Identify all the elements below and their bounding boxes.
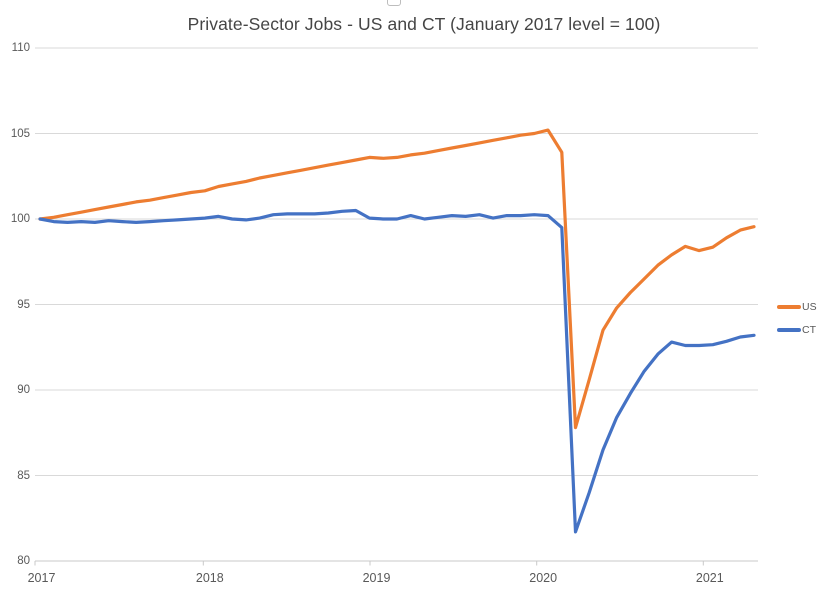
legend-label-us: US xyxy=(802,301,817,313)
legend-item-us[interactable]: US xyxy=(777,301,817,313)
x-axis-label: 2019 xyxy=(362,571,391,585)
x-axis-label: 2017 xyxy=(27,571,56,585)
legend-item-ct[interactable]: CT xyxy=(777,324,817,336)
y-axis-label: 80 xyxy=(17,555,30,567)
legend: US CT xyxy=(777,301,817,347)
y-axis-label: 105 xyxy=(10,127,30,140)
cropped-ui-fragment xyxy=(387,0,401,6)
x-axis-label: 2020 xyxy=(529,571,558,585)
y-axis-label: 110 xyxy=(11,42,30,54)
x-axis-label: 2021 xyxy=(695,571,724,585)
y-axis-label: 95 xyxy=(17,298,30,311)
ct-series-swatch-icon xyxy=(777,328,801,332)
y-axis-label: 90 xyxy=(17,384,30,396)
series-line-ct[interactable] xyxy=(38,208,756,534)
y-axis-label: 85 xyxy=(17,469,30,482)
chart-title[interactable]: Private-Sector Jobs - US and CT (January… xyxy=(187,14,661,34)
x-axis-label: 2018 xyxy=(195,571,224,585)
y-axis-label: 100 xyxy=(10,213,30,225)
legend-label-ct: CT xyxy=(802,324,816,336)
series-line-us[interactable] xyxy=(38,128,756,430)
us-series-swatch-icon xyxy=(777,305,801,309)
